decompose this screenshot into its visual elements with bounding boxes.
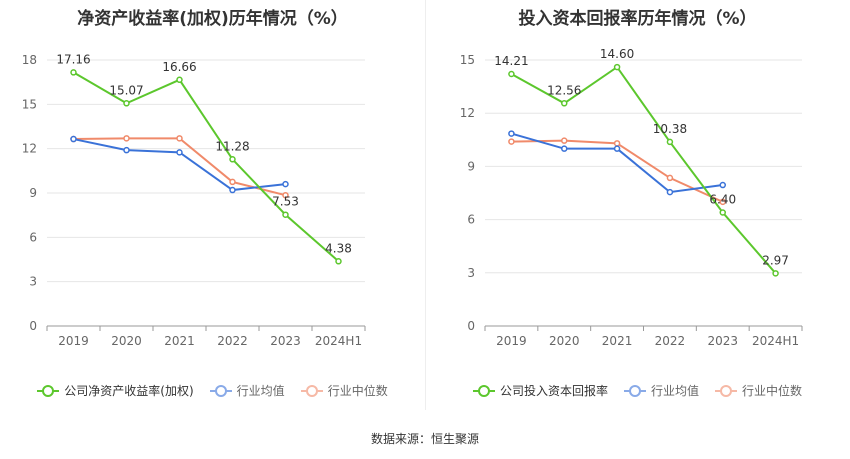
data-point-avg <box>176 149 183 156</box>
x-tick-label: 2020 <box>549 334 580 348</box>
legend-label: 行业均值 <box>236 384 285 398</box>
x-tick-label: 2023 <box>270 334 301 348</box>
roe-chart-panel: 净资产收益率(加权)历年情况（%） 0 3 6 9 12 15 18 2019 2020 2021… <box>0 0 425 410</box>
x-tick-label: 2024H1 <box>752 334 799 348</box>
chart-title: 净资产收益率(加权)历年情况（%） <box>77 9 348 29</box>
y-tick-label: 18 <box>22 53 37 67</box>
y-tick-label: 12 <box>22 142 37 156</box>
legend-label: 行业均值 <box>650 384 699 398</box>
data-point-company <box>666 138 674 146</box>
data-label: 14.21 <box>494 54 528 68</box>
y-tick-label: 0 <box>29 319 37 333</box>
y-tick-label: 0 <box>467 319 475 333</box>
roic-chart-plot: 0 3 6 9 12 15 2019 2020 2021 2022 2023 2024H1 14.21 1… <box>460 47 803 348</box>
y-tick-label: 15 <box>460 53 475 67</box>
y-tick-label: 3 <box>29 275 37 289</box>
x-tick-label: 2019 <box>496 334 527 348</box>
y-tick-label: 3 <box>467 266 475 280</box>
roe-chart-plot: 0 3 6 9 12 15 18 2019 2020 2021 2022 2023 2024H1 17.1… <box>22 52 366 348</box>
data-point-company <box>282 211 289 218</box>
x-tick-label: 2020 <box>111 334 142 348</box>
data-point-avg <box>508 130 515 137</box>
chart-legend: 公司投入资本回报率 行业均值 行业中位数 <box>425 382 850 399</box>
x-tick-label: 2021 <box>164 334 195 348</box>
x-tick-label: 2022 <box>217 334 248 348</box>
legend-marker-icon <box>300 384 323 397</box>
legend-marker-icon <box>715 384 737 397</box>
chart-legend: 公司净资产收益率(加权) 行业均值 行业中位数 <box>0 382 425 399</box>
x-tick-label: 2021 <box>602 334 633 348</box>
data-point-company <box>719 209 726 216</box>
x-tick-label: 2019 <box>58 334 89 348</box>
legend-item-company[interactable]: 公司投入资本回报率 <box>472 382 608 399</box>
series-line-company <box>72 71 340 263</box>
data-label: 14.60 <box>600 47 634 61</box>
legend-label: 行业中位数 <box>327 384 388 398</box>
data-point-avg <box>229 186 236 194</box>
data-point-company <box>508 70 515 78</box>
data-point-company <box>176 76 183 84</box>
data-point-company <box>229 156 236 163</box>
series-line-company <box>510 65 777 274</box>
x-tick-label: 2022 <box>655 334 686 348</box>
data-point-avg <box>561 145 568 152</box>
data-label: 15.07 <box>109 83 143 97</box>
legend-marker-icon <box>623 384 646 397</box>
legend-marker-icon <box>37 384 60 397</box>
data-point-median <box>666 174 674 182</box>
data-label: 12.56 <box>547 83 581 97</box>
y-tick-label: 15 <box>22 97 37 111</box>
legend-item-median[interactable]: 行业中位数 <box>715 382 802 399</box>
data-point-company <box>613 63 621 71</box>
data-label: 16.66 <box>162 60 196 74</box>
chart-title: 投入资本回报率历年情况（%） <box>518 9 757 29</box>
data-label: 6.40 <box>709 193 736 207</box>
legend-label: 公司净资产收益率(加权) <box>64 384 194 398</box>
data-label: 7.53 <box>272 195 299 209</box>
data-point-median <box>282 191 289 199</box>
data-point-avg <box>70 135 77 143</box>
data-point-avg <box>613 145 621 152</box>
data-label: 4.38 <box>325 241 352 255</box>
x-tick-label: 2024H1 <box>315 334 362 348</box>
legend-item-avg[interactable]: 行业均值 <box>623 382 699 399</box>
data-point-company <box>123 100 130 107</box>
data-label: 11.28 <box>215 139 249 153</box>
x-tick-label: 2023 <box>707 334 738 348</box>
legend-item-company[interactable]: 公司净资产收益率(加权) <box>37 382 194 399</box>
data-point-median <box>508 138 515 145</box>
data-source: 数据来源：恒生聚源 <box>370 432 479 446</box>
panel-divider <box>425 0 426 410</box>
data-point-avg <box>282 180 289 188</box>
legend-label: 行业中位数 <box>742 384 803 398</box>
roic-chart-panel: 投入资本回报率历年情况（%） 0 3 6 9 12 15 2019 2020 2021 2022 2… <box>425 0 850 410</box>
data-point-company <box>561 100 568 107</box>
y-tick-label: 9 <box>467 159 475 173</box>
data-label: 2.97 <box>762 253 789 267</box>
data-point-median <box>176 135 183 142</box>
data-point-median <box>719 198 726 206</box>
data-point-avg <box>719 181 726 189</box>
legend-item-median[interactable]: 行业中位数 <box>300 382 388 399</box>
legend-marker-icon <box>472 384 495 397</box>
data-point-median <box>229 178 236 186</box>
data-label: 10.38 <box>653 122 687 136</box>
y-tick-label: 6 <box>467 213 475 227</box>
legend-label: 公司投入资本回报率 <box>499 384 608 398</box>
data-point-median <box>123 135 130 142</box>
data-point-median <box>561 137 568 144</box>
data-point-avg <box>666 188 674 196</box>
y-tick-label: 6 <box>29 230 37 244</box>
y-tick-label: 9 <box>29 186 37 200</box>
legend-marker-icon <box>209 384 232 397</box>
data-point-company <box>70 69 77 76</box>
data-point-median <box>613 140 621 147</box>
data-label: 17.16 <box>56 52 90 66</box>
data-point-avg <box>123 146 130 154</box>
legend-item-avg[interactable]: 行业均值 <box>209 382 285 399</box>
data-point-company <box>335 258 342 265</box>
y-tick-label: 12 <box>460 106 475 120</box>
data-point-company <box>772 270 779 277</box>
